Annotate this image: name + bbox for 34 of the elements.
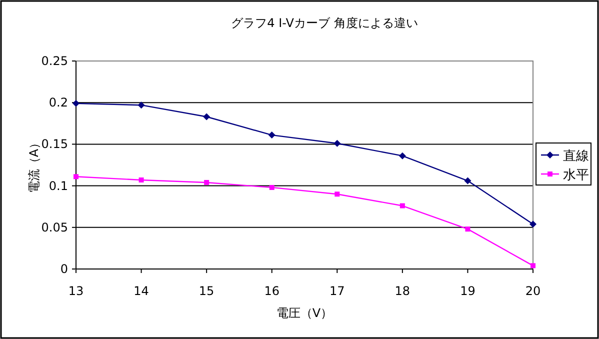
point <box>268 132 276 139</box>
y-tick-label: 0.15 <box>41 137 68 152</box>
point <box>464 177 472 184</box>
point <box>269 184 274 190</box>
x-tick-label: 16 <box>264 284 280 298</box>
point <box>203 113 210 120</box>
x-tick-label: 14 <box>134 284 149 298</box>
y-axis-title: 電流（A） <box>27 136 41 194</box>
y-tick-label: 0.2 <box>48 96 68 110</box>
point <box>138 102 145 109</box>
x-axis-title: 電圧（V） <box>276 306 333 320</box>
x-tick-label: 15 <box>198 284 214 298</box>
point <box>334 140 341 147</box>
point <box>400 203 405 208</box>
point <box>74 174 78 180</box>
point <box>530 220 536 228</box>
x-tick-label: 17 <box>330 284 345 298</box>
point <box>465 226 470 232</box>
point <box>138 177 144 182</box>
y-tick-label: 0.1 <box>48 178 68 193</box>
y-tick-label: 0.25 <box>41 54 68 68</box>
point <box>530 263 536 268</box>
point <box>204 180 210 185</box>
legend-label: 水平 <box>563 168 589 183</box>
x-tick-label: 20 <box>525 284 541 298</box>
chart-title: グラフ4 I-Vカーブ 角度による違い <box>231 16 418 30</box>
point <box>334 192 340 197</box>
y-tick-label: 0 <box>60 262 68 276</box>
x-tick-label: 18 <box>394 284 410 298</box>
legend-label: 直線 <box>563 149 589 164</box>
x-tick-label: 13 <box>68 284 84 298</box>
x-tick-label: 19 <box>460 284 476 298</box>
point <box>398 152 406 160</box>
y-tick-label: 0.05 <box>41 220 68 234</box>
